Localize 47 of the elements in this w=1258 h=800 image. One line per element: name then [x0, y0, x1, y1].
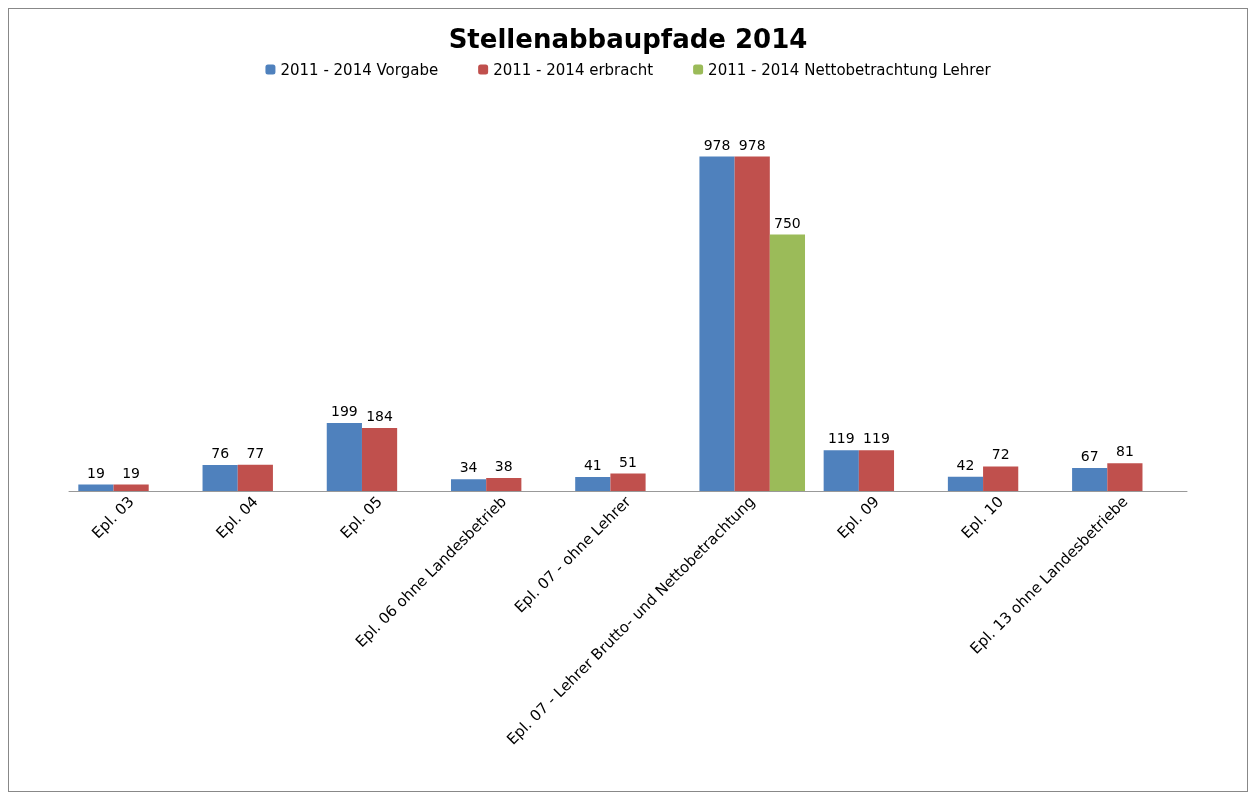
- x-tick-label: Epl. 03: [88, 492, 138, 542]
- data-label: 750: [774, 214, 801, 231]
- data-label: 978: [738, 136, 766, 153]
- bar: [326, 422, 362, 491]
- data-label: 81: [1115, 443, 1134, 460]
- bar: [78, 484, 114, 491]
- bar: [947, 476, 984, 491]
- x-tick-label: Epl. 09: [833, 492, 883, 542]
- bar: [769, 234, 806, 491]
- legend-label: 2011 - 2014 Nettobetrachtung Lehrer: [708, 60, 992, 79]
- bar: [575, 476, 611, 491]
- data-label: 19: [87, 464, 105, 481]
- bar: [858, 450, 895, 491]
- data-label: 19: [122, 464, 141, 481]
- bar: [486, 478, 522, 491]
- legend-label: 2011 - 2014 Vorgabe: [280, 60, 439, 79]
- data-label: 41: [583, 456, 602, 473]
- x-tick-label: Epl. 10: [957, 492, 1008, 542]
- data-label: 77: [246, 444, 265, 461]
- data-label: 119: [863, 430, 890, 447]
- data-label: 978: [703, 136, 731, 153]
- data-label: 38: [494, 458, 513, 474]
- data-label: 51: [619, 453, 637, 470]
- chart-title: Stellenabbaupfade 2014: [448, 24, 808, 54]
- bar: [610, 473, 646, 491]
- data-label: 119: [827, 430, 855, 447]
- data-label: 72: [991, 446, 1010, 463]
- data-label: 184: [366, 408, 393, 425]
- bar: [202, 465, 238, 491]
- legend-label: 2011 - 2014 erbracht: [493, 60, 654, 79]
- bar: [983, 466, 1019, 491]
- bar: [1072, 468, 1108, 491]
- bar: [237, 464, 273, 491]
- bar: [699, 156, 735, 491]
- bar: [361, 428, 398, 491]
- x-tick-label: Epl. 05: [336, 492, 386, 542]
- data-label: 199: [330, 402, 358, 419]
- data-label: 76: [211, 445, 230, 462]
- bar: [823, 450, 859, 491]
- bar: [1107, 463, 1143, 491]
- bar: [734, 156, 770, 491]
- data-label: 34: [459, 459, 478, 476]
- bar: [113, 484, 149, 491]
- bar: [450, 479, 487, 491]
- data-label: 67: [1080, 448, 1099, 465]
- x-tick-label: Epl. 04: [212, 492, 262, 542]
- data-label: 42: [956, 456, 975, 473]
